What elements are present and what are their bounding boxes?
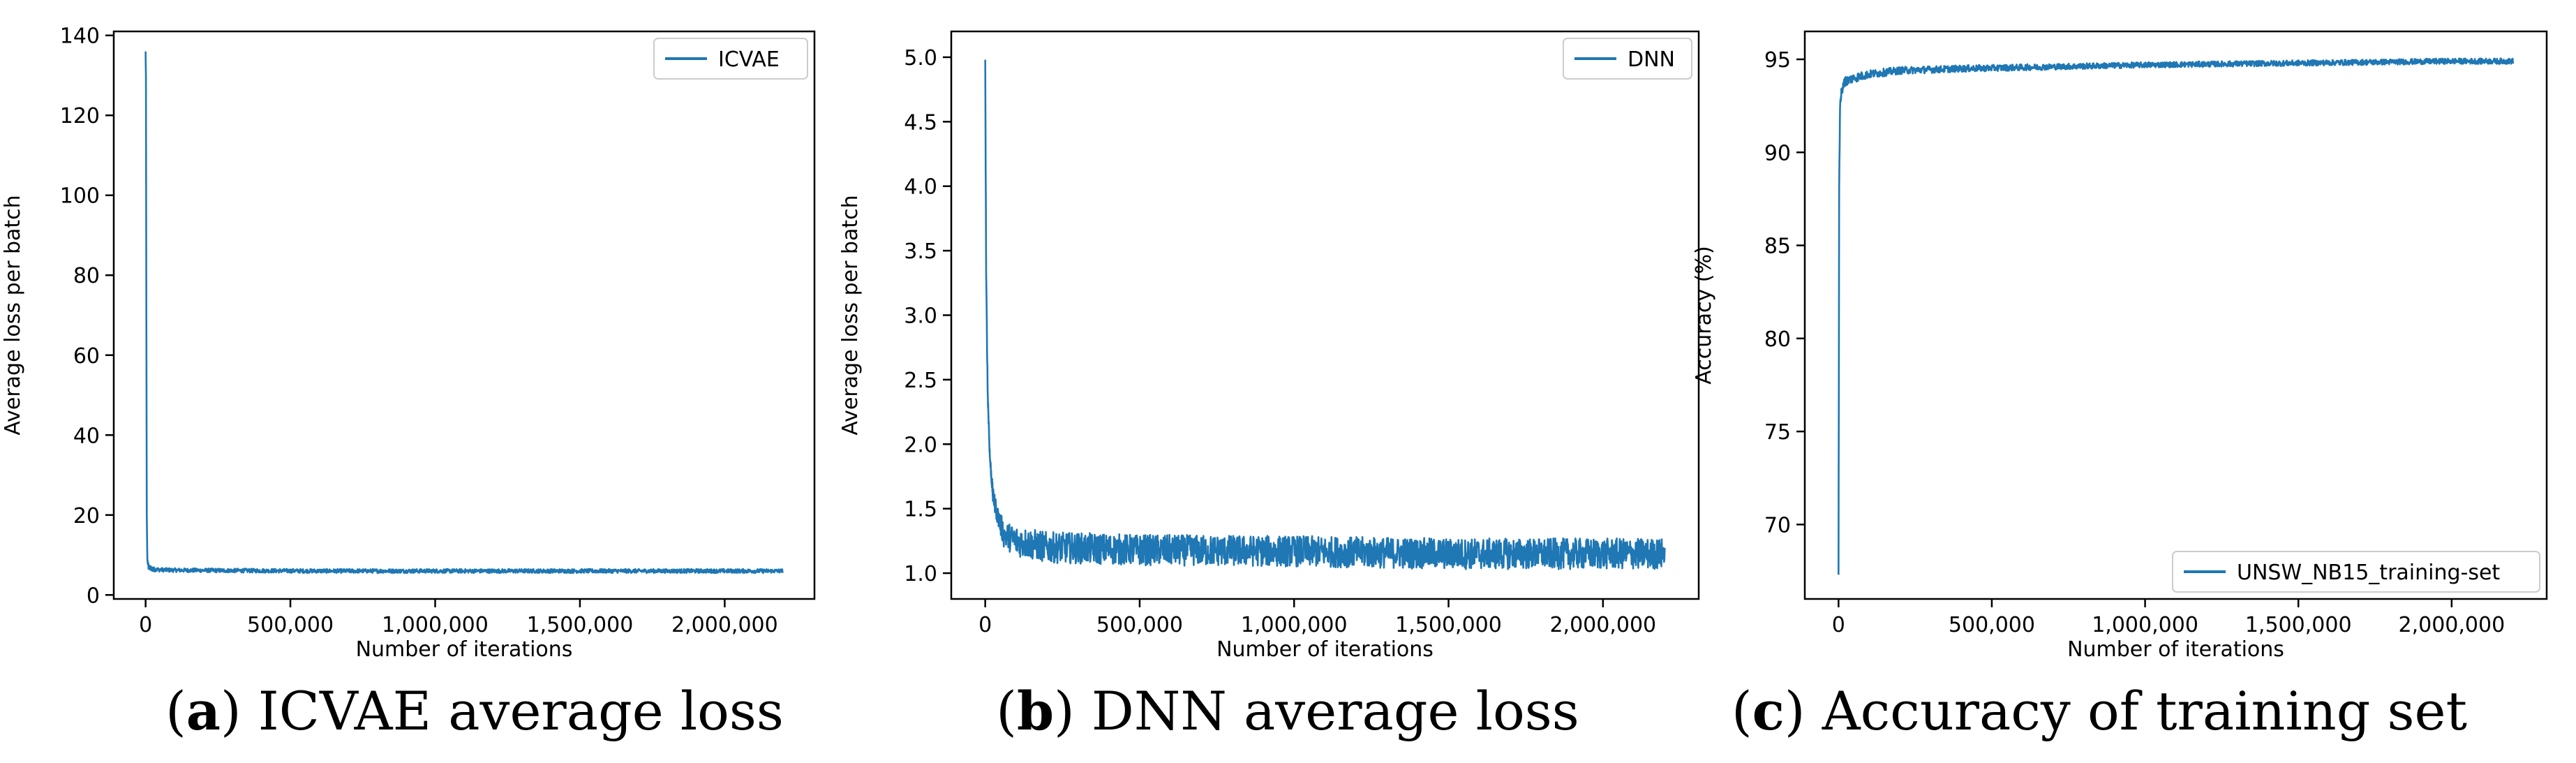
y-tick-label-a-0: 0: [87, 584, 100, 608]
y-tick-label-b-6: 4.0: [904, 175, 937, 200]
x-tick-label-b-3: 1,500,000: [1395, 613, 1502, 637]
y-tick-label-b-7: 4.5: [904, 110, 937, 135]
caption-b: (b) DNN average loss: [996, 680, 1579, 742]
y-tick-label-b-3: 2.5: [904, 369, 937, 393]
x-tick-label-a-3: 1,500,000: [527, 613, 634, 637]
legend-box-c: [2172, 551, 2540, 593]
y-tick-label-c-4: 90: [1764, 141, 1791, 165]
caption-c-text: Accuracy of training set: [1822, 680, 2467, 742]
y-tick-label-a-3: 60: [73, 344, 100, 369]
y-tick-label-c-5: 95: [1764, 48, 1791, 73]
y-tick-label-a-5: 100: [60, 184, 100, 209]
caption-c: (c) Accuracy of training set: [1732, 680, 2467, 742]
x-axis-label-c: Number of iterations: [2067, 637, 2284, 662]
y-tick-label-b-4: 3.0: [904, 304, 937, 329]
y-tick-label-c-2: 80: [1764, 327, 1791, 352]
plot-frame-b: [950, 30, 1700, 600]
y-axis-label-b: Average loss per batch: [838, 195, 863, 435]
x-axis-label-b: Number of iterations: [1216, 637, 1434, 662]
x-tick-label-b-0: 0: [978, 613, 992, 637]
y-tick-label-a-6: 120: [60, 104, 100, 128]
y-tick-label-b-5: 3.5: [904, 239, 937, 264]
chart-panel-b: 0 500,000 1,000,000 1,500,000 2,000,000 1.0 1.…: [838, 30, 1700, 662]
caption-b-text: DNN average loss: [1092, 680, 1579, 742]
caption-a-letter: a: [186, 680, 221, 742]
plot-frame-a: [112, 30, 816, 600]
plot-frame-c: [1803, 30, 2548, 600]
x-tick-label-a-1: 500,000: [247, 613, 334, 637]
chart-panel-a: 0 500,000 1,000,000 1,500,000 2,000,000 0 20 40…: [1, 24, 816, 662]
x-tick-label-c-1: 500,000: [1949, 613, 2035, 637]
y-tick-label-a-7: 140: [60, 24, 100, 49]
x-tick-label-c-2: 1,000,000: [2092, 613, 2198, 637]
x-axis-label-a: Number of iterations: [356, 637, 573, 662]
legend-label-a: ICVAE: [718, 47, 780, 72]
y-tick-label-a-4: 80: [73, 264, 100, 288]
x-tick-label-c-3: 1,500,000: [2245, 613, 2352, 637]
x-tick-label-b-2: 1,000,000: [1241, 613, 1348, 637]
y-tick-label-b-1: 1.5: [904, 498, 937, 522]
x-tick-label-c-0: 0: [1832, 613, 1845, 637]
y-axis-label-a: Average loss per batch: [1, 195, 25, 435]
legend-label-c: UNSW_NB15_training-set: [2237, 561, 2500, 585]
caption-b-letter: b: [1017, 680, 1054, 742]
y-axis-label-c: Accuracy (%): [1692, 246, 1716, 384]
y-tick-label-a-1: 20: [73, 504, 100, 528]
legend-box-a: [653, 38, 808, 80]
caption-a-text: ICVAE average loss: [258, 680, 784, 742]
x-tick-label-b-1: 500,000: [1096, 613, 1183, 637]
x-tick-label-b-4: 2,000,000: [1549, 613, 1656, 637]
y-tick-label-a-2: 40: [73, 424, 100, 448]
series-line-a-0: [144, 51, 784, 575]
legend-box-b: [1563, 38, 1692, 80]
y-tick-label-b-8: 5.0: [904, 46, 937, 71]
y-tick-label-c-3: 85: [1764, 235, 1791, 259]
y-tick-label-c-1: 75: [1764, 420, 1791, 445]
series-line-c-0: [1838, 57, 2514, 575]
legend-label-b: DNN: [1628, 47, 1675, 72]
caption-c-letter: c: [1752, 680, 1785, 742]
y-tick-label-b-0: 1.0: [904, 562, 937, 586]
x-tick-label-c-4: 2,000,000: [2398, 613, 2505, 637]
series-line-b-0: [984, 59, 1666, 570]
x-tick-label-a-4: 2,000,000: [671, 613, 778, 637]
y-tick-label-c-0: 70: [1764, 513, 1791, 538]
caption-a: (a) ICVAE average loss: [165, 680, 784, 742]
x-tick-label-a-0: 0: [139, 613, 152, 637]
y-tick-label-b-2: 2.0: [904, 433, 937, 457]
chart-panel-c: 0 500,000 1,000,000 1,500,000 2,000,000 70 75 8…: [1692, 30, 2548, 662]
x-tick-label-a-2: 1,000,000: [382, 613, 489, 637]
